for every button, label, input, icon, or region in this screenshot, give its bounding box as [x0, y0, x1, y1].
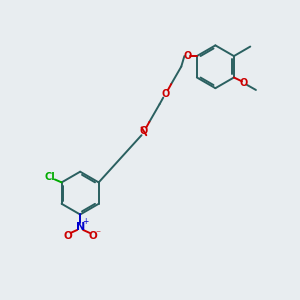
Text: O: O — [239, 78, 247, 88]
Text: O: O — [161, 89, 170, 99]
Text: Cl: Cl — [45, 172, 56, 182]
Text: ⁻: ⁻ — [95, 230, 101, 239]
Text: O: O — [88, 231, 97, 241]
Text: O: O — [183, 51, 191, 61]
Text: O: O — [140, 126, 148, 136]
Text: O: O — [63, 231, 72, 241]
Text: N: N — [76, 222, 85, 232]
Text: +: + — [82, 217, 89, 226]
